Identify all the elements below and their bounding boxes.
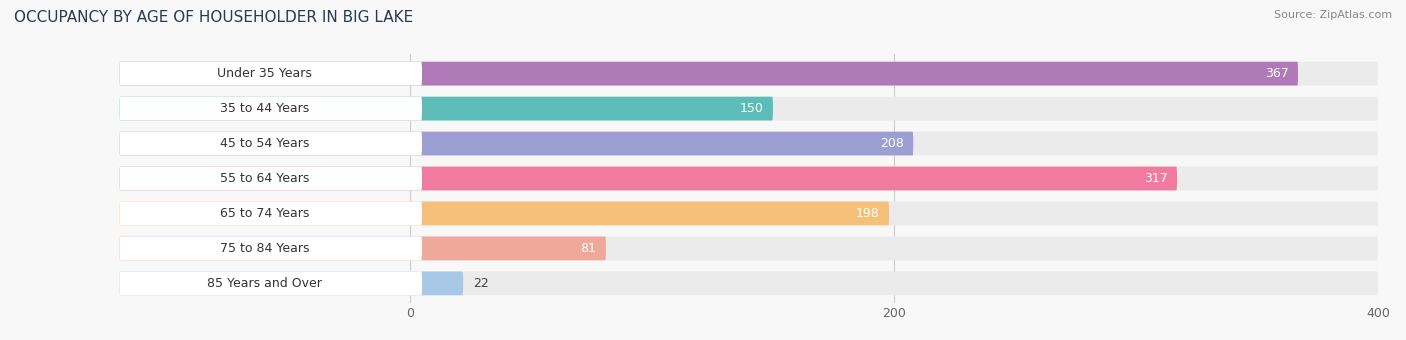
FancyBboxPatch shape (120, 97, 422, 120)
FancyBboxPatch shape (120, 202, 1378, 225)
Text: Source: ZipAtlas.com: Source: ZipAtlas.com (1274, 10, 1392, 20)
Text: 150: 150 (740, 102, 763, 115)
Text: OCCUPANCY BY AGE OF HOUSEHOLDER IN BIG LAKE: OCCUPANCY BY AGE OF HOUSEHOLDER IN BIG L… (14, 10, 413, 25)
Text: 85 Years and Over: 85 Years and Over (207, 277, 322, 290)
FancyBboxPatch shape (120, 237, 1378, 260)
FancyBboxPatch shape (120, 167, 422, 190)
FancyBboxPatch shape (120, 62, 1298, 86)
Text: 22: 22 (472, 277, 488, 290)
Text: 65 to 74 Years: 65 to 74 Years (219, 207, 309, 220)
FancyBboxPatch shape (120, 167, 1177, 190)
Text: 81: 81 (581, 242, 596, 255)
FancyBboxPatch shape (120, 237, 422, 260)
FancyBboxPatch shape (120, 271, 422, 295)
FancyBboxPatch shape (120, 202, 422, 225)
Text: 75 to 84 Years: 75 to 84 Years (219, 242, 309, 255)
FancyBboxPatch shape (120, 132, 1378, 155)
Text: 317: 317 (1143, 172, 1167, 185)
Text: 45 to 54 Years: 45 to 54 Years (219, 137, 309, 150)
Text: 367: 367 (1264, 67, 1288, 80)
Text: 198: 198 (856, 207, 879, 220)
FancyBboxPatch shape (120, 271, 463, 295)
FancyBboxPatch shape (120, 132, 914, 155)
Text: 55 to 64 Years: 55 to 64 Years (219, 172, 309, 185)
FancyBboxPatch shape (120, 237, 606, 260)
FancyBboxPatch shape (120, 62, 422, 86)
FancyBboxPatch shape (120, 167, 1378, 190)
FancyBboxPatch shape (120, 62, 1378, 86)
FancyBboxPatch shape (120, 132, 422, 155)
FancyBboxPatch shape (120, 97, 773, 120)
Text: 208: 208 (880, 137, 904, 150)
Text: Under 35 Years: Under 35 Years (218, 67, 312, 80)
FancyBboxPatch shape (120, 271, 1378, 295)
Text: 35 to 44 Years: 35 to 44 Years (221, 102, 309, 115)
FancyBboxPatch shape (120, 97, 1378, 120)
FancyBboxPatch shape (120, 202, 889, 225)
